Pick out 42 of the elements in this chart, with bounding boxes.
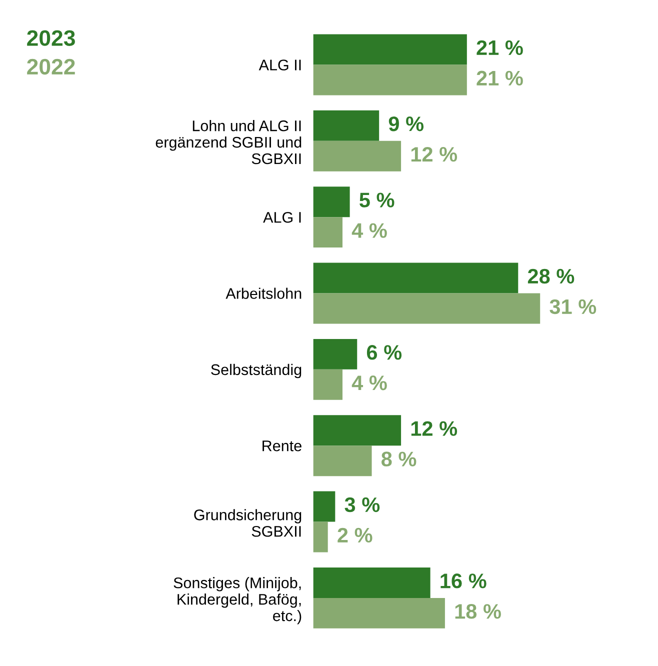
bar xyxy=(313,369,342,400)
bar xyxy=(313,338,358,370)
bar xyxy=(313,567,430,598)
y-tick-label: Rente xyxy=(262,440,302,452)
text: 2022 xyxy=(27,58,75,75)
bar xyxy=(313,262,518,294)
y-tick-label: ALG II xyxy=(258,60,301,70)
y-tick-label: Selbstständig xyxy=(211,364,302,378)
data-label: 16 % xyxy=(440,574,486,588)
data-label: 4 % xyxy=(352,376,387,390)
data-label: 18 % xyxy=(455,604,501,619)
bar xyxy=(313,34,467,65)
y-tick-label: Grundsicherung SGBXII xyxy=(194,509,302,537)
bar xyxy=(313,186,350,218)
text: 2023 xyxy=(27,30,75,46)
data-label: 31 % xyxy=(550,299,596,314)
bar xyxy=(313,415,402,446)
bar xyxy=(313,293,540,324)
bar xyxy=(313,522,328,552)
data-label: 21 % xyxy=(476,40,523,56)
data-label: 4 % xyxy=(352,223,387,238)
bar xyxy=(313,217,342,248)
bar xyxy=(313,446,372,476)
bar xyxy=(313,140,402,172)
y-tick-label: ALG I xyxy=(263,212,301,223)
bar xyxy=(313,598,445,628)
y-tick-label: Lohn und ALG II ergänzend SGBII und SGBXII xyxy=(156,120,302,164)
y-tick-label: Sonstiges (Minijob, Kindergeld, Bafög, etc.) xyxy=(174,577,302,624)
data-label: 5 % xyxy=(360,192,394,208)
data-label: 21 % xyxy=(476,70,523,86)
data-label: 3 % xyxy=(344,497,380,512)
data-label: 12 % xyxy=(411,146,458,162)
bar xyxy=(313,491,336,522)
bar xyxy=(313,64,467,96)
y-tick-label: Arbeitslohn xyxy=(226,288,302,299)
data-label: 8 % xyxy=(382,452,416,466)
data-label: 6 % xyxy=(366,345,402,360)
data-label: 9 % xyxy=(388,116,424,132)
data-label: 12 % xyxy=(411,421,458,436)
data-label: 2 % xyxy=(338,528,372,543)
data-label: 28 % xyxy=(528,268,574,284)
bar xyxy=(313,110,380,141)
